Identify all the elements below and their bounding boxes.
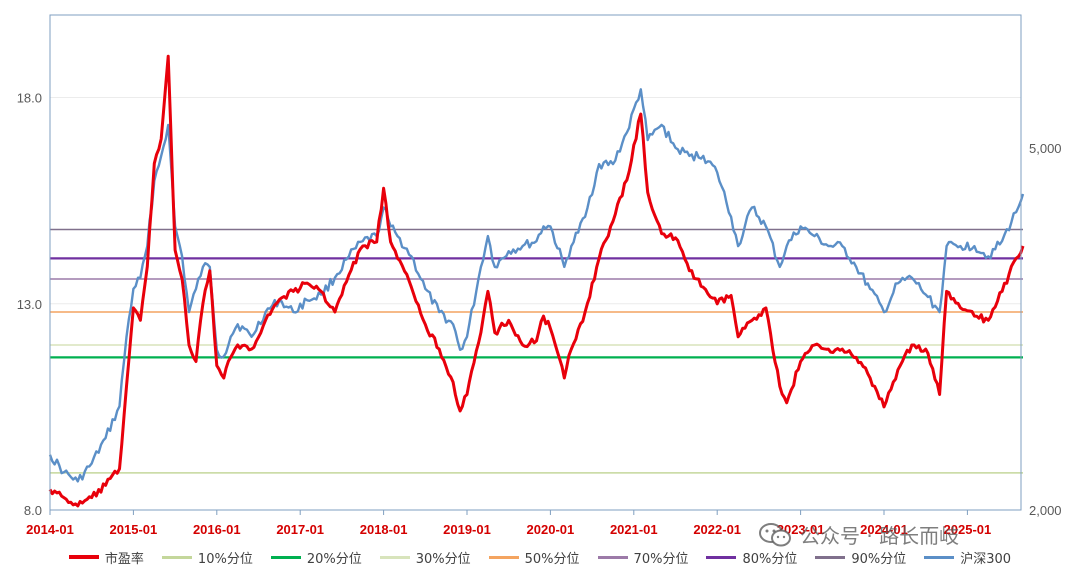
- legend-swatch: [597, 555, 628, 559]
- legend-swatch: [379, 555, 410, 559]
- legend-swatch: [924, 555, 955, 559]
- legend-label: 50%分位: [524, 551, 580, 567]
- legend-label: 沪深300: [960, 551, 1012, 567]
- legend-item: 70%分位: [597, 548, 689, 567]
- plot-frame: [49, 14, 1022, 511]
- legend-label: 80%分位: [742, 551, 798, 567]
- legend-swatch: [815, 555, 846, 559]
- watermark-text: 公众号 · 路长而岐: [800, 524, 960, 548]
- y-left-tick-label: 13.0: [17, 297, 42, 312]
- legend: 市盈率 10%分位 20%分位 30%分位 50%分位 70%分位 80%分位 90%分位 沪深…: [0, 545, 1080, 569]
- x-tick-label: 2021-01: [610, 522, 658, 537]
- legend-swatch: [68, 555, 99, 559]
- x-tick-label: 2019-01: [443, 522, 491, 537]
- x-tick-label: 2022-01: [693, 522, 741, 537]
- legend-label: 20%分位: [306, 551, 362, 567]
- legend-item: 50%分位: [488, 548, 580, 567]
- legend-label: 30%分位: [415, 551, 471, 567]
- legend-item: 90%分位: [815, 548, 906, 567]
- legend-swatch: [706, 555, 737, 559]
- watermark: 公众号 · 路长而岐: [758, 520, 959, 549]
- series-line-市盈率: [48, 54, 1025, 508]
- y-right-tick-label: 2,000: [1029, 503, 1062, 518]
- legend-label: 市盈率: [104, 551, 144, 567]
- y-left-tick-label: 18.0: [17, 91, 42, 106]
- legend-swatch: [270, 555, 301, 559]
- legend-swatch: [161, 555, 192, 559]
- series-layer: [48, 54, 1025, 508]
- x-tick-label: 2017-01: [276, 522, 324, 537]
- legend-swatch: [488, 555, 519, 559]
- series-line-沪深300: [48, 88, 1025, 483]
- legend-item: 市盈率: [68, 548, 144, 567]
- grid-layer: [50, 97, 1021, 511]
- x-tick-label: 2024-01: [860, 522, 908, 537]
- legend-label: 70%分位: [633, 551, 689, 567]
- x-tick-label: 2018-01: [360, 522, 408, 537]
- axis-layer: 8.0 13.0 18.0 2,000 5,000 2014-01 2015-01 2016-…: [17, 91, 1062, 538]
- legend-item: 沪深300: [924, 548, 1011, 567]
- x-tick-label: 2016-01: [193, 522, 241, 537]
- x-tick-label: 2020-01: [527, 522, 575, 537]
- x-tick-label: 2014-01: [26, 522, 74, 537]
- legend-item: 30%分位: [379, 548, 471, 567]
- x-tick-label: 2015-01: [110, 522, 158, 537]
- legend-label: 10%分位: [197, 551, 253, 567]
- legend-label: 90%分位: [851, 551, 907, 567]
- wechat-icon: [759, 522, 791, 546]
- y-right-tick-label: 5,000: [1029, 141, 1062, 156]
- y-left-tick-label: 8.0: [24, 503, 42, 518]
- legend-item: 10%分位: [161, 548, 253, 567]
- legend-item: 20%分位: [270, 548, 362, 567]
- x-tick-label: 2025-01: [944, 522, 992, 537]
- legend-item: 80%分位: [706, 548, 797, 567]
